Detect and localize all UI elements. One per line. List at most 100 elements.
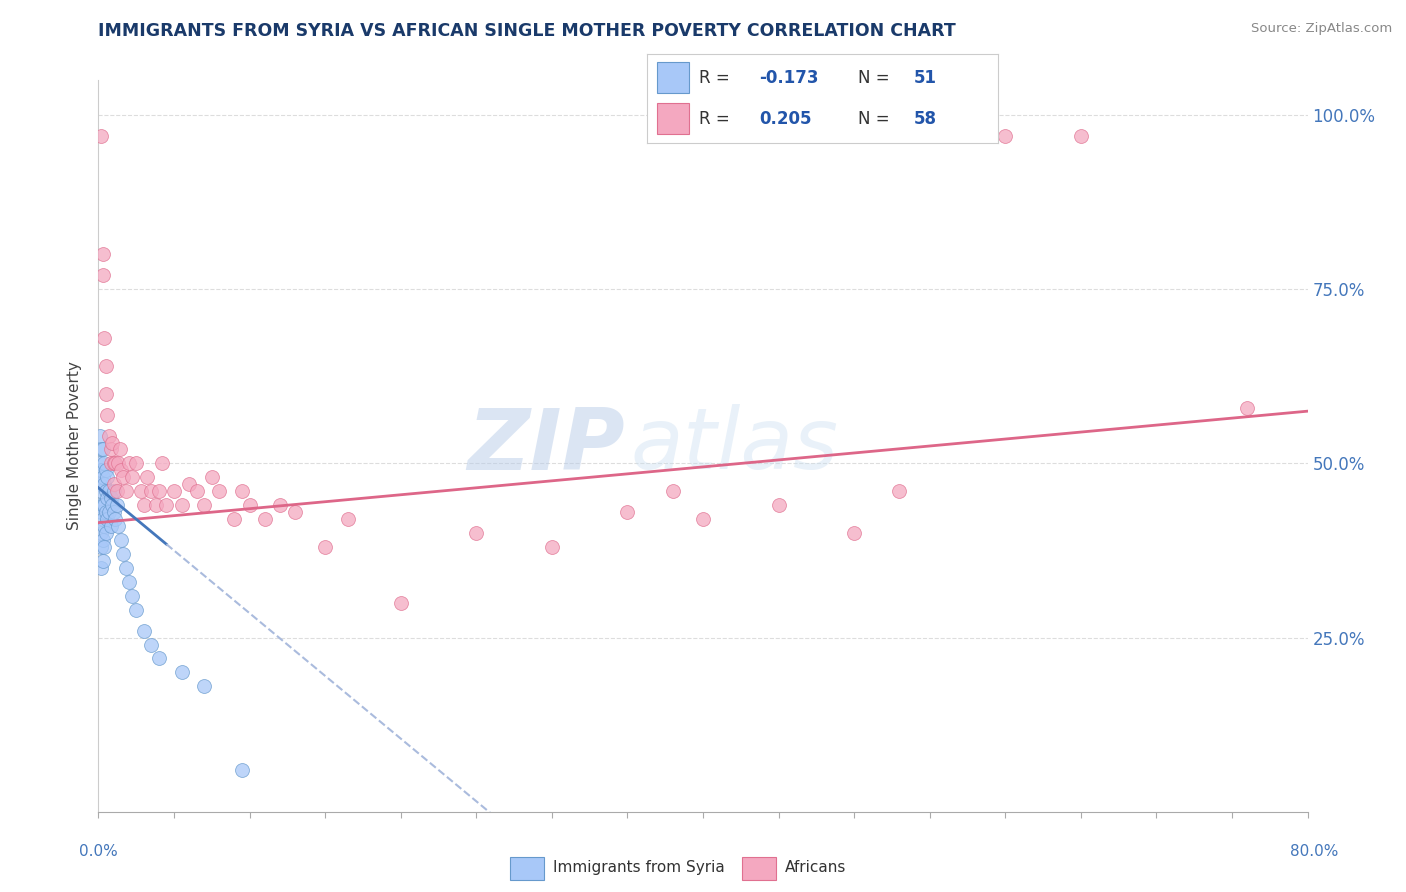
Point xyxy=(121,470,143,484)
Point xyxy=(465,526,488,541)
Point xyxy=(93,498,115,512)
Y-axis label: Single Mother Poverty: Single Mother Poverty xyxy=(67,361,83,531)
Point xyxy=(125,457,148,471)
Text: 58: 58 xyxy=(914,110,936,128)
Point xyxy=(224,512,246,526)
Text: R =: R = xyxy=(700,110,735,128)
Point xyxy=(1070,128,1092,143)
Point xyxy=(231,484,253,499)
Text: 0.205: 0.205 xyxy=(759,110,811,128)
Point xyxy=(105,484,128,499)
Point xyxy=(148,484,170,499)
Point xyxy=(111,547,134,561)
Point xyxy=(104,512,127,526)
Point xyxy=(135,470,157,484)
Text: 51: 51 xyxy=(914,69,936,87)
Point xyxy=(239,498,262,512)
Point xyxy=(201,470,224,484)
Point xyxy=(94,526,117,541)
Point xyxy=(96,408,118,422)
Point xyxy=(90,540,112,554)
Point xyxy=(89,457,111,471)
Point xyxy=(107,457,129,471)
Text: -0.173: -0.173 xyxy=(759,69,818,87)
Point xyxy=(96,512,118,526)
Point xyxy=(94,463,117,477)
Point xyxy=(101,498,124,512)
Point xyxy=(90,484,112,499)
Point xyxy=(692,512,714,526)
Point xyxy=(98,428,121,442)
Text: IMMIGRANTS FROM SYRIA VS AFRICAN SINGLE MOTHER POVERTY CORRELATION CHART: IMMIGRANTS FROM SYRIA VS AFRICAN SINGLE … xyxy=(98,22,956,40)
Point xyxy=(100,457,122,471)
Bar xyxy=(742,857,776,880)
Text: ZIP: ZIP xyxy=(467,404,624,488)
Text: Source: ZipAtlas.com: Source: ZipAtlas.com xyxy=(1251,22,1392,36)
Point xyxy=(1236,401,1258,415)
Point xyxy=(94,359,117,373)
Point xyxy=(540,540,562,554)
Bar xyxy=(657,103,689,134)
Point xyxy=(103,457,125,471)
Point xyxy=(110,463,132,477)
Point xyxy=(89,477,111,491)
Point xyxy=(132,624,155,638)
Point xyxy=(100,491,122,506)
Point xyxy=(111,470,134,484)
Point xyxy=(141,484,163,499)
Point xyxy=(105,498,128,512)
Point xyxy=(125,603,148,617)
Point xyxy=(253,512,276,526)
Point xyxy=(108,442,131,457)
Bar xyxy=(510,857,544,880)
Point xyxy=(121,589,143,603)
Point xyxy=(844,526,866,541)
Point xyxy=(89,498,111,512)
Point xyxy=(269,498,291,512)
Point xyxy=(103,505,125,519)
Text: 80.0%: 80.0% xyxy=(1291,845,1339,859)
Bar xyxy=(657,62,689,93)
Point xyxy=(103,484,125,499)
Point xyxy=(284,505,307,519)
Point xyxy=(93,519,115,533)
Point xyxy=(94,484,117,499)
Point xyxy=(186,484,208,499)
Point xyxy=(89,428,111,442)
Point xyxy=(90,526,112,541)
Point xyxy=(118,574,141,589)
Point xyxy=(141,638,163,652)
Point xyxy=(91,247,114,261)
Point xyxy=(208,484,231,499)
Point xyxy=(91,498,114,512)
Text: 0.0%: 0.0% xyxy=(79,845,118,859)
Point xyxy=(148,651,170,665)
Point xyxy=(93,477,115,491)
Point xyxy=(179,477,201,491)
Point xyxy=(114,561,136,575)
Text: R =: R = xyxy=(700,69,735,87)
Point xyxy=(110,533,132,547)
Point xyxy=(314,540,336,554)
Point xyxy=(193,498,215,512)
Point xyxy=(170,498,193,512)
Point xyxy=(93,457,115,471)
Point xyxy=(101,435,124,450)
Point xyxy=(93,331,115,345)
Point xyxy=(90,128,112,143)
Point xyxy=(90,505,112,519)
Point xyxy=(336,512,359,526)
Point xyxy=(91,470,114,484)
Point xyxy=(90,442,112,457)
Point xyxy=(100,519,122,533)
Point xyxy=(94,386,117,401)
Point xyxy=(94,505,117,519)
Point xyxy=(170,665,193,680)
Point xyxy=(96,470,118,484)
Point xyxy=(100,442,122,457)
Point xyxy=(193,679,215,693)
Point xyxy=(107,519,129,533)
Point xyxy=(91,554,114,568)
Text: N =: N = xyxy=(858,69,894,87)
Point xyxy=(132,498,155,512)
